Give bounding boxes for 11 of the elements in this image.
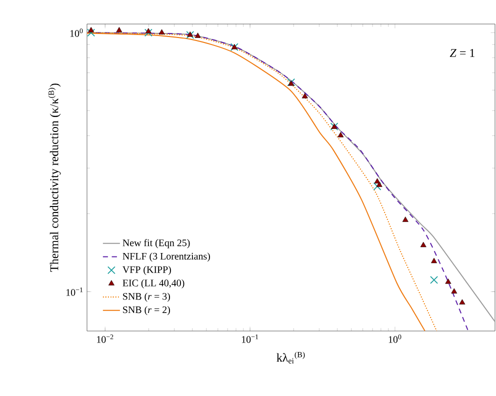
legend-label: SNB (r = 2) [123,306,170,316]
x-tick-label: 10$^{−1}$ [242,334,258,343]
legend-label: New fit (Eqn 25) [122,239,190,248]
annotation: Z = 1 [450,49,474,57]
legend-label: SNB (r = 3) [123,292,170,302]
y-axis-title: Thermal conductivity reduction (κ/κ$^{(B)}$) [48,84,61,272]
legend-label: NFLF (3 Lorentzians) [122,252,210,262]
legend-label: VFP (KIPP) [122,266,171,276]
x-tick-label: 10$^{0}$ [388,334,402,343]
x-tick-label: 10$^{−2}$ [97,334,114,343]
legend-label: EIC (LL 40,40) [122,279,184,288]
